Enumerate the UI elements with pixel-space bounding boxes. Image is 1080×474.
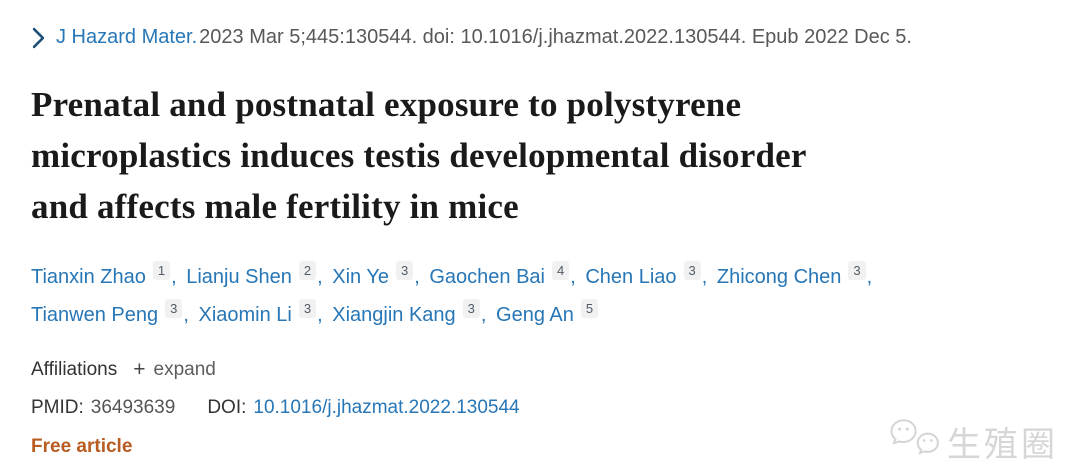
title-line-1: Prenatal and postnatal exposure to polys… <box>31 85 742 124</box>
author-affiliation-sup[interactable]: 4 <box>551 261 570 281</box>
title-line-3: and affects male fertility in mice <box>31 187 519 226</box>
author-affiliation-sup[interactable]: 3 <box>462 299 480 319</box>
author-link[interactable]: Chen Liao <box>585 266 677 288</box>
affiliations-row: Affiliations + expand <box>31 358 1050 382</box>
author-affiliation-sup[interactable]: 3 <box>683 261 701 281</box>
author-link[interactable]: Xin Ye <box>332 266 389 288</box>
author-separator: , <box>866 266 873 288</box>
author-affiliation-sup[interactable]: 3 <box>395 261 414 281</box>
chevron-right-icon[interactable] <box>31 27 46 49</box>
author-affiliation-sup[interactable]: 3 <box>165 299 183 319</box>
author-separator: , <box>570 266 576 288</box>
author-link[interactable]: Zhicong Chen <box>716 266 842 288</box>
author-separator: , <box>414 266 420 288</box>
author-link[interactable]: Tianxin Zhao <box>31 266 146 288</box>
citation-details: 2023 Mar 5;445:130544. doi: 10.1016/j.jh… <box>199 26 912 48</box>
citation-line: J Hazard Mater. 2023 Mar 5;445:130544. d… <box>31 26 1050 49</box>
identifiers-row: PMID: 36493639 DOI: 10.1016/j.jhazmat.20… <box>31 397 1050 419</box>
author-separator: , <box>317 266 323 288</box>
author-separator: , <box>183 304 189 326</box>
author-affiliation-sup[interactable]: 1 <box>152 261 171 281</box>
affiliations-expand-button[interactable]: expand <box>153 359 216 380</box>
journal-link[interactable]: J Hazard Mater. <box>56 26 198 48</box>
author-link[interactable]: Xiaomin Li <box>198 304 292 326</box>
author-affiliation-sup[interactable]: 5 <box>580 299 599 319</box>
plus-icon[interactable]: + <box>133 358 146 381</box>
pmid-value: 36493639 <box>90 397 176 418</box>
article-title: Prenatal and postnatal exposure to polys… <box>31 79 1050 232</box>
author-separator: , <box>171 266 177 288</box>
authors-list: Tianxin Zhao 1, Lianju Shen 2, Xin Ye 3, Ga… <box>31 258 1021 334</box>
author-separator: , <box>701 266 708 288</box>
author-link[interactable]: Gaochen Bai <box>429 266 545 288</box>
author-link[interactable]: Xiangjin Kang <box>332 304 456 326</box>
author-link[interactable]: Lianju Shen <box>186 266 292 288</box>
author-affiliation-sup[interactable]: 3 <box>298 299 317 319</box>
title-line-2: microplastics induces testis development… <box>31 136 807 175</box>
author-separator: , <box>317 304 323 326</box>
author-link[interactable]: Tianwen Peng <box>31 304 159 326</box>
doi-label: DOI: <box>207 397 247 418</box>
author-affiliation-sup[interactable]: 2 <box>298 261 317 281</box>
author-separator: , <box>480 304 487 326</box>
free-article-badge: Free article <box>31 436 133 457</box>
pmid-label: PMID: <box>31 397 84 418</box>
affiliations-label: Affiliations <box>31 359 118 380</box>
author-link[interactable]: Geng An <box>496 304 574 326</box>
watermark-text: 生殖圈 <box>947 426 1058 464</box>
author-affiliation-sup[interactable]: 3 <box>848 261 866 281</box>
watermark: 生殖圈 <box>889 417 1058 466</box>
doi-link[interactable]: 10.1016/j.jhazmat.2022.130544 <box>253 397 520 418</box>
wechat-icon <box>889 417 941 466</box>
